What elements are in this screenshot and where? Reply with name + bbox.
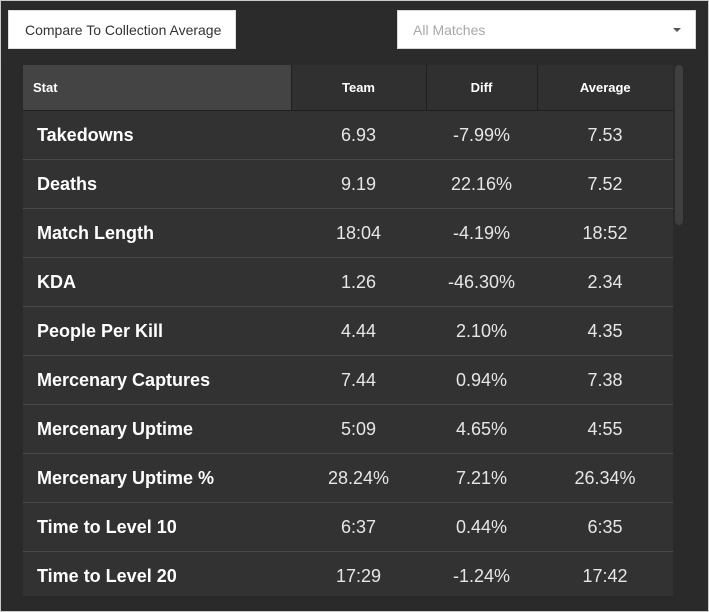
team-value: 1.26 xyxy=(291,257,426,307)
average-value: 6:35 xyxy=(537,502,673,552)
column-header-stat[interactable]: Stat xyxy=(23,65,292,111)
table-row: Mercenary Uptime 5:09 4.65% 4:55 xyxy=(23,404,673,454)
table-header-row: Stat Team Diff Average xyxy=(23,65,673,111)
diff-value: -7.99% xyxy=(426,110,537,160)
team-value: 6.93 xyxy=(291,110,426,160)
stat-name: Match Length xyxy=(23,208,291,258)
stats-table-container: Stat Team Diff Average Takedowns 6.93 -7… xyxy=(23,65,673,596)
stat-name: Takedowns xyxy=(23,110,291,160)
stat-name: Time to Level 20 xyxy=(23,551,291,596)
match-filter-value: All Matches xyxy=(413,21,486,38)
table-row: Time to Level 10 6:37 0.44% 6:35 xyxy=(23,502,673,552)
diff-value: -4.19% xyxy=(426,208,537,258)
stat-name: KDA xyxy=(23,257,291,307)
diff-value: -46.30% xyxy=(426,257,537,307)
diff-value: -1.24% xyxy=(426,551,537,596)
column-header-team[interactable]: Team xyxy=(291,65,427,111)
team-value: 28.24% xyxy=(291,453,426,503)
stat-name: Mercenary Uptime xyxy=(23,404,291,454)
chevron-down-icon xyxy=(673,28,681,32)
table-scrollbar[interactable] xyxy=(675,65,683,225)
stats-table: Stat Team Diff Average Takedowns 6.93 -7… xyxy=(23,65,673,596)
diff-value: 7.21% xyxy=(426,453,537,503)
average-value: 26.34% xyxy=(537,453,673,503)
table-row: People Per Kill 4.44 2.10% 4.35 xyxy=(23,306,673,356)
table-row: Time to Level 20 17:29 -1.24% 17:42 xyxy=(23,551,673,596)
average-value: 4:55 xyxy=(537,404,673,454)
stat-name: People Per Kill xyxy=(23,306,291,356)
compare-tab[interactable]: Compare To Collection Average xyxy=(8,10,236,49)
match-filter-dropdown[interactable]: All Matches xyxy=(397,10,696,49)
team-value: 5:09 xyxy=(291,404,426,454)
stat-name: Time to Level 10 xyxy=(23,502,291,552)
team-value: 6:37 xyxy=(291,502,426,552)
average-value: 7.53 xyxy=(537,110,673,160)
table-row: Mercenary Captures 7.44 0.94% 7.38 xyxy=(23,355,673,405)
average-value: 17:42 xyxy=(537,551,673,596)
team-value: 18:04 xyxy=(291,208,426,258)
average-value: 7.38 xyxy=(537,355,673,405)
table-row: Deaths 9.19 22.16% 7.52 xyxy=(23,159,673,209)
team-value: 17:29 xyxy=(291,551,426,596)
diff-value: 0.94% xyxy=(426,355,537,405)
stat-name: Deaths xyxy=(23,159,291,209)
team-value: 9.19 xyxy=(291,159,426,209)
team-value: 4.44 xyxy=(291,306,426,356)
table-row: Takedowns 6.93 -7.99% 7.53 xyxy=(23,110,673,160)
team-value: 7.44 xyxy=(291,355,426,405)
compare-tab-label: Compare To Collection Average xyxy=(25,21,222,38)
stat-name: Mercenary Uptime % xyxy=(23,453,291,503)
diff-value: 22.16% xyxy=(426,159,537,209)
toolbar: Compare To Collection Average All Matche… xyxy=(1,1,708,59)
stat-name: Mercenary Captures xyxy=(23,355,291,405)
column-header-average[interactable]: Average xyxy=(537,65,673,111)
table-row: Match Length 18:04 -4.19% 18:52 xyxy=(23,208,673,258)
table-row: Mercenary Uptime % 28.24% 7.21% 26.34% xyxy=(23,453,673,503)
diff-value: 4.65% xyxy=(426,404,537,454)
average-value: 7.52 xyxy=(537,159,673,209)
diff-value: 0.44% xyxy=(426,502,537,552)
column-header-diff[interactable]: Diff xyxy=(426,65,538,111)
table-row: KDA 1.26 -46.30% 2.34 xyxy=(23,257,673,307)
diff-value: 2.10% xyxy=(426,306,537,356)
average-value: 18:52 xyxy=(537,208,673,258)
average-value: 2.34 xyxy=(537,257,673,307)
average-value: 4.35 xyxy=(537,306,673,356)
